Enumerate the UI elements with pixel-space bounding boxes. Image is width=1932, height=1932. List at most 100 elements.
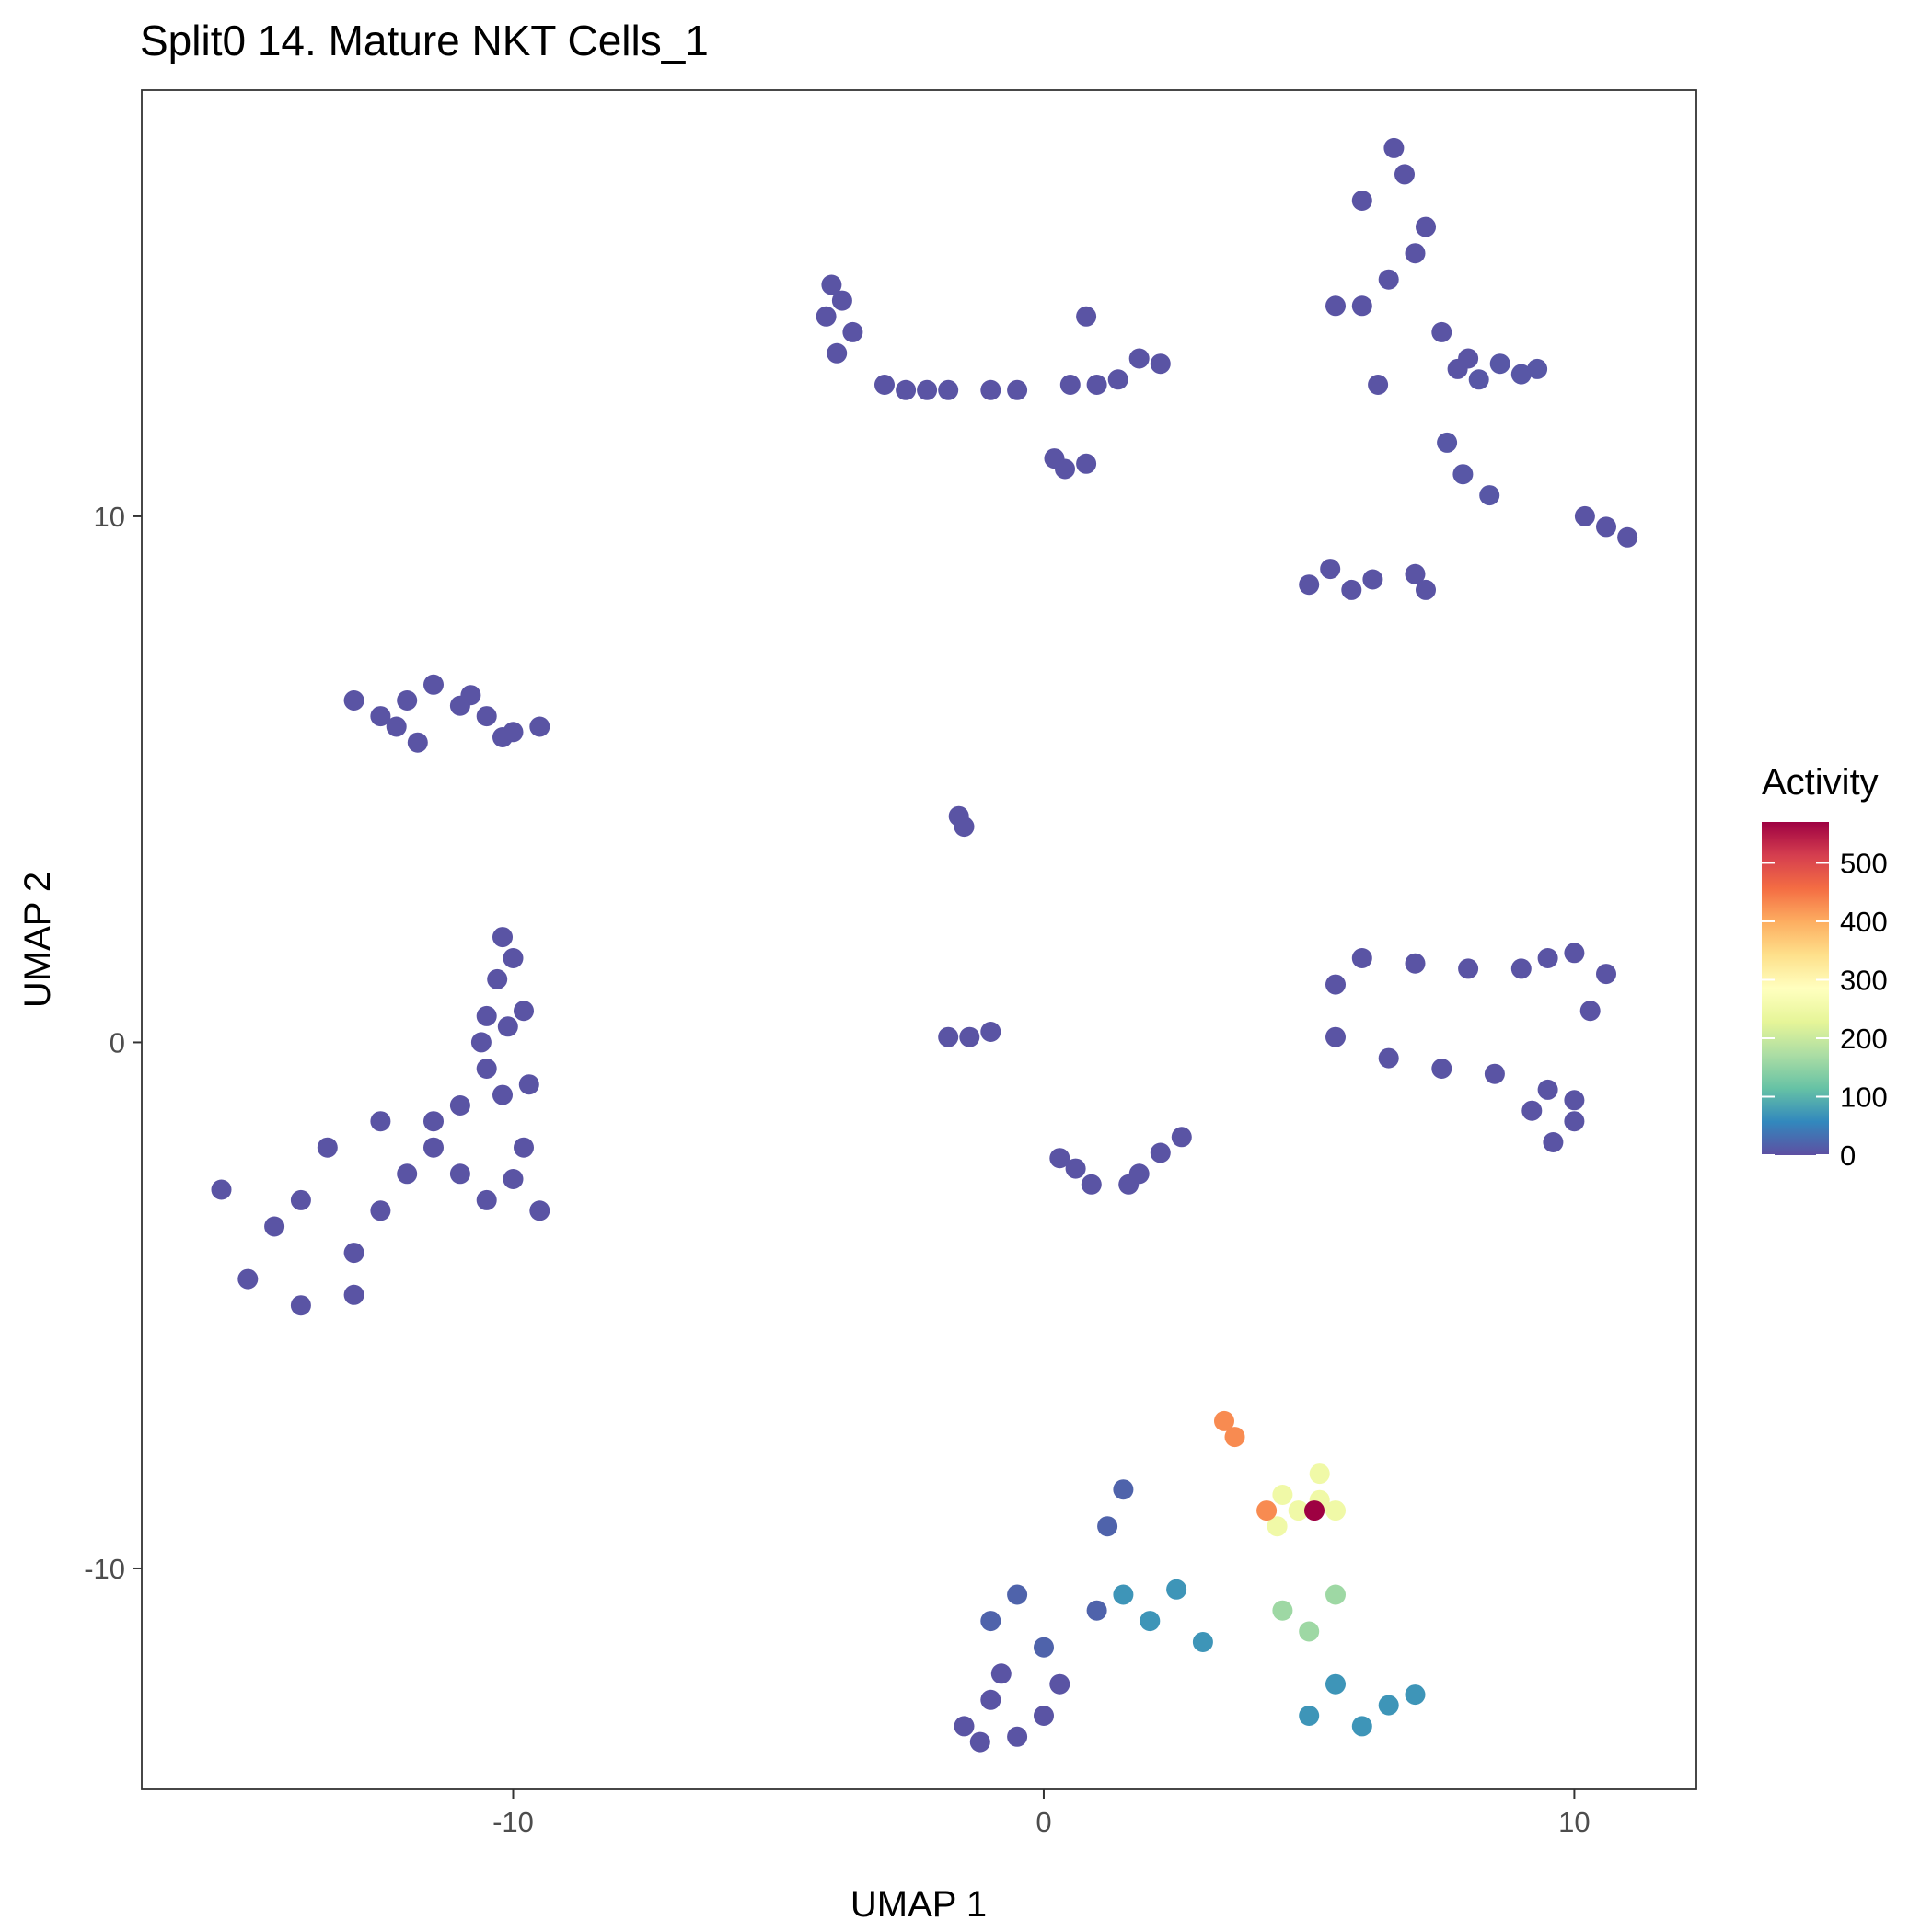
data-point <box>423 674 444 695</box>
data-point <box>1325 295 1346 317</box>
data-point <box>1299 1706 1320 1726</box>
data-point <box>518 1074 539 1095</box>
data-point <box>1378 1695 1399 1716</box>
legend-tick-label: 200 <box>1840 1023 1888 1055</box>
data-point <box>211 1179 232 1200</box>
data-point <box>290 1189 311 1210</box>
data-point <box>1113 1479 1134 1500</box>
data-point <box>816 306 837 327</box>
data-point <box>1579 1001 1601 1022</box>
data-point <box>1405 1684 1426 1706</box>
legend-ticks: 0 100 200 300 400 500 <box>1762 847 1888 1172</box>
legend-tick-label: 100 <box>1840 1081 1888 1113</box>
data-point <box>1383 137 1405 158</box>
data-point <box>1267 1516 1288 1537</box>
legend: Activity 0 100 200 300 400 500 <box>1762 762 1888 1172</box>
data-point <box>1049 1148 1070 1169</box>
x-tick-label: 0 <box>1035 1806 1051 1838</box>
data-point <box>1416 579 1436 600</box>
data-point <box>343 1243 364 1264</box>
data-point <box>529 716 550 737</box>
data-point <box>1543 1132 1564 1152</box>
data-point <box>503 1169 524 1189</box>
data-point <box>1049 1673 1070 1695</box>
data-point <box>1416 216 1436 237</box>
data-point <box>954 1716 975 1737</box>
legend-tick-label: 500 <box>1840 847 1888 879</box>
data-point <box>1224 1427 1245 1448</box>
data-point <box>954 816 975 838</box>
data-point <box>1166 1579 1187 1600</box>
data-point <box>497 1016 518 1037</box>
data-point <box>1034 1637 1054 1658</box>
data-point <box>237 1268 259 1290</box>
data-point <box>969 1731 990 1753</box>
data-point <box>423 1111 444 1132</box>
y-axis: -10 0 10 <box>84 501 142 1585</box>
data-point <box>514 1001 534 1022</box>
data-point <box>1405 563 1426 584</box>
plot-panel <box>141 89 1697 1790</box>
data-point <box>1076 453 1097 474</box>
data-point <box>386 716 407 737</box>
x-axis: -10 0 10 <box>492 1789 1591 1838</box>
data-point <box>1272 1600 1293 1621</box>
y-tick-label: 0 <box>110 1026 125 1059</box>
data-point <box>1325 1500 1346 1521</box>
data-point <box>343 1284 364 1305</box>
chart-title: Split0 14. Mature NKT Cells_1 <box>140 17 709 64</box>
data-point <box>1341 579 1362 600</box>
data-point <box>1394 164 1415 185</box>
data-point <box>938 379 959 400</box>
data-point <box>1097 1516 1118 1537</box>
x-tick-label: -10 <box>492 1806 534 1838</box>
data-point <box>831 290 852 311</box>
data-point <box>874 375 895 395</box>
data-point <box>487 968 508 989</box>
data-point <box>990 1663 1012 1684</box>
data-point <box>1140 1611 1161 1632</box>
data-point <box>1007 379 1028 400</box>
data-point <box>1113 1584 1134 1605</box>
x-tick-label: 10 <box>1558 1806 1590 1838</box>
data-point <box>1447 358 1468 379</box>
data-point <box>1368 375 1389 395</box>
data-point <box>370 1111 391 1132</box>
data-point <box>1256 1500 1278 1521</box>
data-point <box>980 379 1001 400</box>
legend-tick-label: 0 <box>1840 1140 1856 1172</box>
data-point <box>1564 1090 1585 1111</box>
data-point <box>476 1059 497 1079</box>
data-point <box>1510 958 1532 979</box>
data-point <box>470 1032 492 1053</box>
data-point <box>1150 1142 1171 1163</box>
data-point <box>1192 1632 1213 1652</box>
data-point <box>842 321 863 342</box>
data-point <box>1537 948 1558 968</box>
data-point <box>407 732 428 753</box>
data-point <box>1510 364 1532 385</box>
data-point <box>1458 958 1479 979</box>
data-point <box>917 379 938 400</box>
data-point <box>1537 1079 1558 1100</box>
legend-title: Activity <box>1762 762 1879 803</box>
data-point <box>423 1137 444 1158</box>
legend-colorbar <box>1762 822 1829 1155</box>
data-point <box>370 706 391 727</box>
x-axis-title: UMAP 1 <box>850 1884 987 1925</box>
y-tick-label: 10 <box>94 501 125 533</box>
data-point <box>492 727 513 747</box>
data-point <box>821 274 842 295</box>
data-point <box>1564 1111 1585 1132</box>
data-point <box>492 1084 513 1105</box>
data-point <box>1431 321 1452 342</box>
data-point <box>1086 375 1107 395</box>
data-point <box>1272 1485 1293 1505</box>
data-point <box>290 1295 311 1316</box>
data-point <box>1055 458 1075 480</box>
data-point <box>959 1026 980 1047</box>
data-point <box>449 1095 470 1116</box>
data-point <box>1351 1716 1372 1737</box>
data-point <box>1596 964 1616 985</box>
